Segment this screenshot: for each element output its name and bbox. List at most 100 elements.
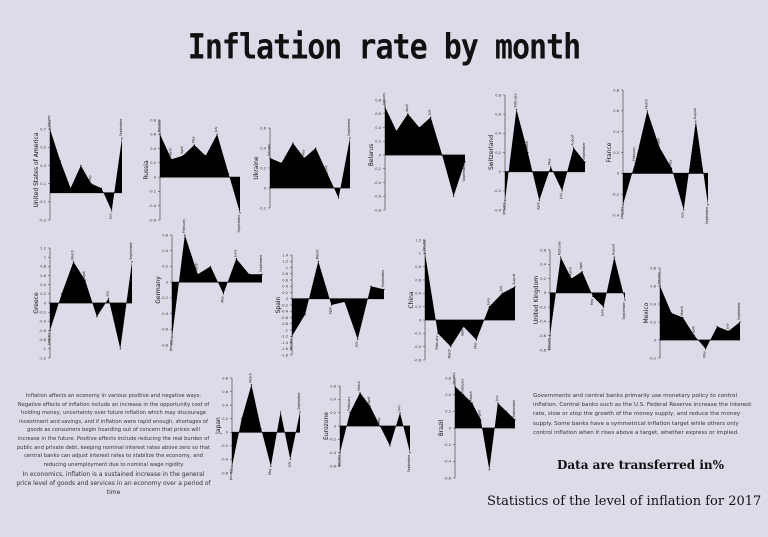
month-label: January	[382, 93, 386, 106]
data-point	[646, 110, 648, 112]
tick-label: 0.8	[375, 98, 381, 102]
area-series	[425, 253, 515, 347]
tick-label: 0.4	[540, 263, 546, 267]
month-label: April	[536, 202, 540, 209]
data-point	[80, 164, 82, 167]
tick-label: -1.4	[281, 341, 289, 345]
data-point	[209, 265, 212, 268]
chart-switzerland: -0.4 -0.2 0 0.2 0.4 0.6 0.8 January February Marc…	[488, 93, 586, 215]
area-series	[270, 138, 350, 198]
month-label: March	[248, 373, 252, 383]
area-series	[550, 257, 625, 336]
tick-label: 0.4	[282, 285, 288, 289]
country-label: Switzerland	[488, 135, 495, 170]
data-point	[107, 297, 110, 300]
tick-label: 0.3	[40, 164, 46, 168]
month-label: May	[669, 159, 673, 166]
tick-label: 0	[166, 280, 169, 284]
month-label: June	[601, 309, 605, 317]
tick-label: 0.6	[540, 248, 546, 252]
tick-label: -0.8	[539, 348, 547, 352]
month-label: April	[328, 307, 332, 314]
data-point	[84, 279, 86, 281]
country-label: Ukraine	[253, 156, 260, 179]
tick-label: 1.4	[282, 253, 288, 257]
month-label: January	[229, 468, 233, 481]
month-label: March	[469, 391, 473, 401]
month-label: July	[397, 405, 401, 412]
month-label: February	[347, 396, 351, 410]
data-point	[326, 172, 328, 174]
unit-note: Data are transferred in%	[557, 458, 725, 472]
tick-label: -0.6	[374, 195, 382, 199]
month-label: June	[233, 250, 237, 258]
data-point	[480, 419, 482, 421]
month-label: March	[195, 263, 199, 273]
data-point	[90, 183, 92, 185]
month-label: January	[47, 115, 51, 128]
month-label: July	[495, 395, 499, 402]
month-label: April	[691, 326, 695, 333]
data-point	[504, 199, 506, 202]
tick-label: -1.2	[39, 356, 46, 360]
data-point	[248, 273, 250, 275]
data-point	[339, 452, 341, 454]
month-label: May	[191, 136, 195, 143]
data-point	[505, 410, 508, 412]
tick-label: 0.2	[650, 320, 656, 324]
country-label: United Kingdom	[533, 276, 540, 324]
month-label: January	[502, 202, 506, 215]
month-label: August	[693, 107, 697, 119]
data-point	[515, 108, 518, 110]
tick-label: 0.2	[40, 292, 46, 296]
area-series	[50, 129, 122, 211]
data-point	[231, 465, 233, 467]
data-point	[693, 334, 695, 337]
tick-label: -0.2	[329, 438, 336, 442]
data-point	[119, 348, 121, 350]
tick-label: -0.8	[374, 208, 382, 212]
data-point	[739, 321, 741, 323]
month-label: January	[289, 338, 293, 351]
data-point	[462, 394, 465, 396]
data-point	[462, 326, 465, 328]
area-series	[505, 109, 585, 201]
data-point	[349, 412, 351, 414]
month-label: January	[337, 455, 341, 468]
data-point	[279, 411, 282, 413]
month-label: March	[680, 306, 684, 316]
month-label: July	[287, 461, 291, 468]
data-point	[227, 172, 230, 175]
data-point	[670, 312, 673, 314]
country-label: Brazil	[438, 419, 445, 436]
month-label: May	[377, 417, 381, 424]
month-label: April	[367, 397, 371, 404]
area-series	[623, 110, 708, 210]
month-label: March	[315, 250, 319, 260]
tick-label: 0.4	[650, 302, 656, 306]
month-label: January	[47, 332, 51, 345]
data-point	[292, 142, 294, 144]
data-point	[260, 428, 262, 430]
month-label: September	[297, 392, 301, 410]
month-label: August	[512, 273, 516, 285]
tick-label: 0.6	[495, 112, 501, 116]
month-label: May	[88, 175, 92, 182]
tick-label: -0.4	[149, 204, 157, 208]
tick-label: 0.4	[162, 249, 168, 253]
tick-label: 0.7	[40, 127, 46, 131]
data-point	[222, 293, 225, 295]
data-point	[409, 452, 411, 454]
month-label: May	[473, 342, 477, 349]
chart-spain: -1.8 -1.6 -1.4 -1.2 -1 -0.8 -0.6 -0.4 -0.2 0 0.2 0.…	[275, 250, 385, 358]
data-point	[407, 113, 409, 115]
data-point	[670, 167, 673, 169]
data-point	[572, 147, 575, 149]
data-point	[659, 285, 661, 287]
data-point	[549, 335, 551, 337]
data-point	[330, 304, 333, 306]
tick-label: -0.6	[161, 328, 169, 332]
country-label: Russia	[143, 160, 150, 180]
data-point	[370, 285, 372, 287]
tick-label: 0.6	[162, 233, 168, 237]
